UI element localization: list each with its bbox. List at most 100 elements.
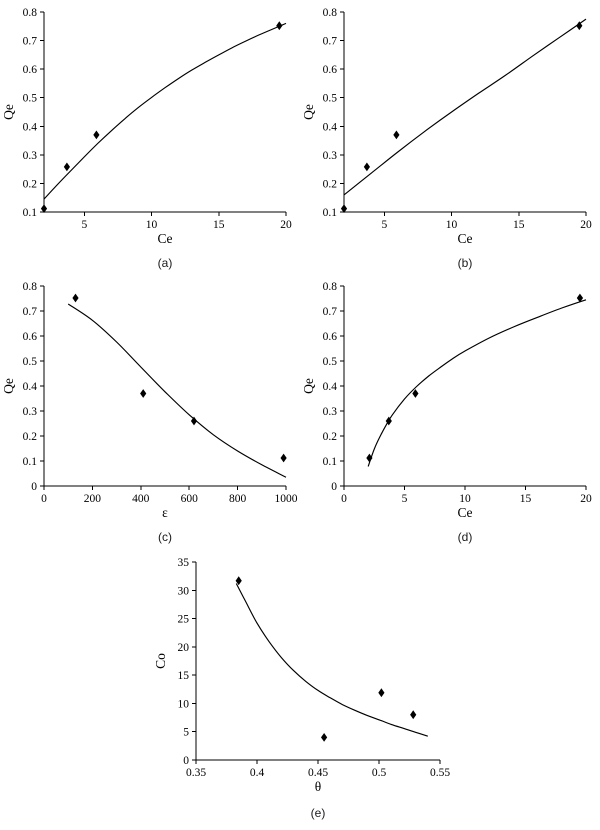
data-point-marker xyxy=(576,21,583,31)
y-axis-label: Qe xyxy=(301,104,316,120)
y-tick-label: 0.7 xyxy=(23,306,38,318)
chart-d: 0 5 10 15 20 0 0.1 0.2 0.3 0.4 0.5 0.6 0.7 0.8 Ce Qe xyxy=(301,281,592,520)
data-point-marker xyxy=(190,416,198,426)
y-tick-label: 0.3 xyxy=(323,406,338,418)
y-tick-label: 0.1 xyxy=(323,207,338,219)
y-tick-label: 0.4 xyxy=(323,381,338,393)
y-tick-label: 0 xyxy=(331,481,337,493)
x-axis-label: θ xyxy=(315,779,321,794)
x-tick-label: 20 xyxy=(280,219,292,231)
y-tick-label: 0.2 xyxy=(23,178,38,190)
figure-row-2: 0 200 400 600 800 1000 0 0.1 0.2 0.3 0.4 0.5 0.6 0.7 0… xyxy=(0,276,600,544)
fit-curve xyxy=(367,299,587,467)
x-tick-label: 0.5 xyxy=(372,767,387,779)
x-tick-label: 5 xyxy=(381,219,387,231)
axis-spines xyxy=(195,562,440,761)
chart-b: 5 10 15 20 0.1 0.2 0.3 0.4 0.5 0.6 0.7 0.8 Ce Qe xyxy=(301,7,592,246)
y-tick-label: 0.8 xyxy=(323,7,338,19)
y-tick-label: 0.2 xyxy=(323,431,338,443)
y-tick-label: 0.8 xyxy=(323,281,338,293)
y-tick-label: 0.1 xyxy=(323,456,338,468)
x-tick-label: 1000 xyxy=(275,493,298,505)
subplot-c-caption: (c) xyxy=(158,530,172,544)
x-tick-label: 5 xyxy=(402,493,408,505)
data-point-marker xyxy=(393,130,400,140)
y-tick-label: 0.7 xyxy=(23,36,38,48)
x-axis-label: Ce xyxy=(458,231,473,246)
x-tick-label: 0.55 xyxy=(430,767,450,779)
x-tick-label: 20 xyxy=(580,219,592,231)
subplot-a-caption: (a) xyxy=(157,256,173,270)
data-point-marker xyxy=(321,733,328,742)
x-tick-label: 0 xyxy=(341,493,347,505)
data-point-marker xyxy=(93,130,100,140)
x-tick-label: 0.45 xyxy=(308,767,328,779)
y-tick-label: 0.8 xyxy=(23,7,38,19)
y-tick-label: 0 xyxy=(183,755,189,767)
subplot-c: 0 200 400 600 800 1000 0 0.1 0.2 0.3 0.4 0.5 0.6 0.7 0… xyxy=(0,276,300,544)
data-point-marker xyxy=(40,204,48,213)
y-tick-label: 0.5 xyxy=(23,93,38,105)
y-tick-label: 0.5 xyxy=(323,356,338,368)
chart-c: 0 200 400 600 800 1000 0 0.1 0.2 0.3 0.4 0.5 0.6 0.7 0… xyxy=(1,281,298,520)
axis-spines xyxy=(343,286,586,487)
data-point-marker xyxy=(576,293,584,303)
x-tick-label: 200 xyxy=(84,493,102,505)
y-tick-label: 0.6 xyxy=(23,64,38,76)
y-tick-label: 0.5 xyxy=(23,356,38,368)
subplot-d-caption: (d) xyxy=(457,530,473,544)
y-tick-label: 0.4 xyxy=(23,381,38,393)
y-tick-label: 0.2 xyxy=(323,178,338,190)
subplot-b: 5 10 15 20 0.1 0.2 0.3 0.4 0.5 0.6 0.7 0.8 Ce Qe (b) xyxy=(300,2,600,270)
y-tick-label: 0.1 xyxy=(23,456,38,468)
y-tick-label: 0.8 xyxy=(23,281,38,293)
data-point-marker xyxy=(378,688,385,698)
subplot-a: 5 10 15 20 0.1 0.2 0.3 0.4 0.5 0.6 0.7 0.8 Ce Qe (a) xyxy=(0,2,300,270)
axis-spines xyxy=(43,12,286,213)
x-axis-label: ε xyxy=(162,505,168,520)
data-point-marker xyxy=(340,204,348,213)
x-tick-label: 10 xyxy=(459,493,471,505)
y-tick-label: 0 xyxy=(31,481,37,493)
chart-e: 0.35 0.4 0.45 0.5 0.55 0 5 10 15 20 25 30 35 θ Co xyxy=(153,557,450,794)
y-tick-label: 0.3 xyxy=(323,150,338,162)
x-tick-label: 0.4 xyxy=(250,767,265,779)
data-point-marker xyxy=(140,389,147,398)
subplot-b-caption: (b) xyxy=(457,256,473,270)
y-tick-label: 30 xyxy=(178,585,190,597)
y-tick-label: 0.7 xyxy=(323,306,338,318)
y-axis-label: Qe xyxy=(301,378,316,394)
data-point-marker xyxy=(235,576,242,586)
y-tick-label: 0.6 xyxy=(323,64,338,76)
y-axis-label: Co xyxy=(153,653,168,669)
x-tick-label: 15 xyxy=(513,219,525,231)
data-point-marker xyxy=(276,21,283,31)
y-tick-label: 0.6 xyxy=(323,331,338,343)
y-tick-label: 0.1 xyxy=(23,207,38,219)
y-tick-label: 0.6 xyxy=(23,331,38,343)
y-tick-label: 0.7 xyxy=(323,36,338,48)
x-tick-label: 15 xyxy=(213,219,225,231)
fit-curve xyxy=(43,22,287,200)
x-tick-label: 0 xyxy=(41,493,47,505)
data-point-marker xyxy=(72,293,79,303)
fit-curve xyxy=(235,583,428,737)
y-tick-label: 0.2 xyxy=(23,431,38,443)
x-tick-label: 600 xyxy=(181,493,199,505)
figure-row-1: 5 10 15 20 0.1 0.2 0.3 0.4 0.5 0.6 0.7 0.8 Ce Qe (a) … xyxy=(0,2,600,270)
subplot-d: 0 5 10 15 20 0 0.1 0.2 0.3 0.4 0.5 0.6 0.7 0.8 Ce Qe (d… xyxy=(300,276,600,544)
subplot-e: 0.35 0.4 0.45 0.5 0.55 0 5 10 15 20 25 30 35 θ Co (e) xyxy=(140,550,460,820)
x-tick-label: 5 xyxy=(81,219,87,231)
figure-row-3: 0.35 0.4 0.45 0.5 0.55 0 5 10 15 20 25 30 35 θ Co (e) xyxy=(0,550,600,820)
fit-curve xyxy=(343,18,587,196)
x-tick-label: 0.35 xyxy=(186,767,206,779)
x-tick-label: 15 xyxy=(520,493,532,505)
x-axis-label: Ce xyxy=(158,231,173,246)
y-tick-label: 0.4 xyxy=(23,121,38,133)
y-tick-label: 0.5 xyxy=(323,93,338,105)
fit-curve xyxy=(67,303,287,478)
y-tick-label: 0.4 xyxy=(323,121,338,133)
y-tick-label: 25 xyxy=(178,614,190,626)
data-point-marker xyxy=(410,710,417,720)
